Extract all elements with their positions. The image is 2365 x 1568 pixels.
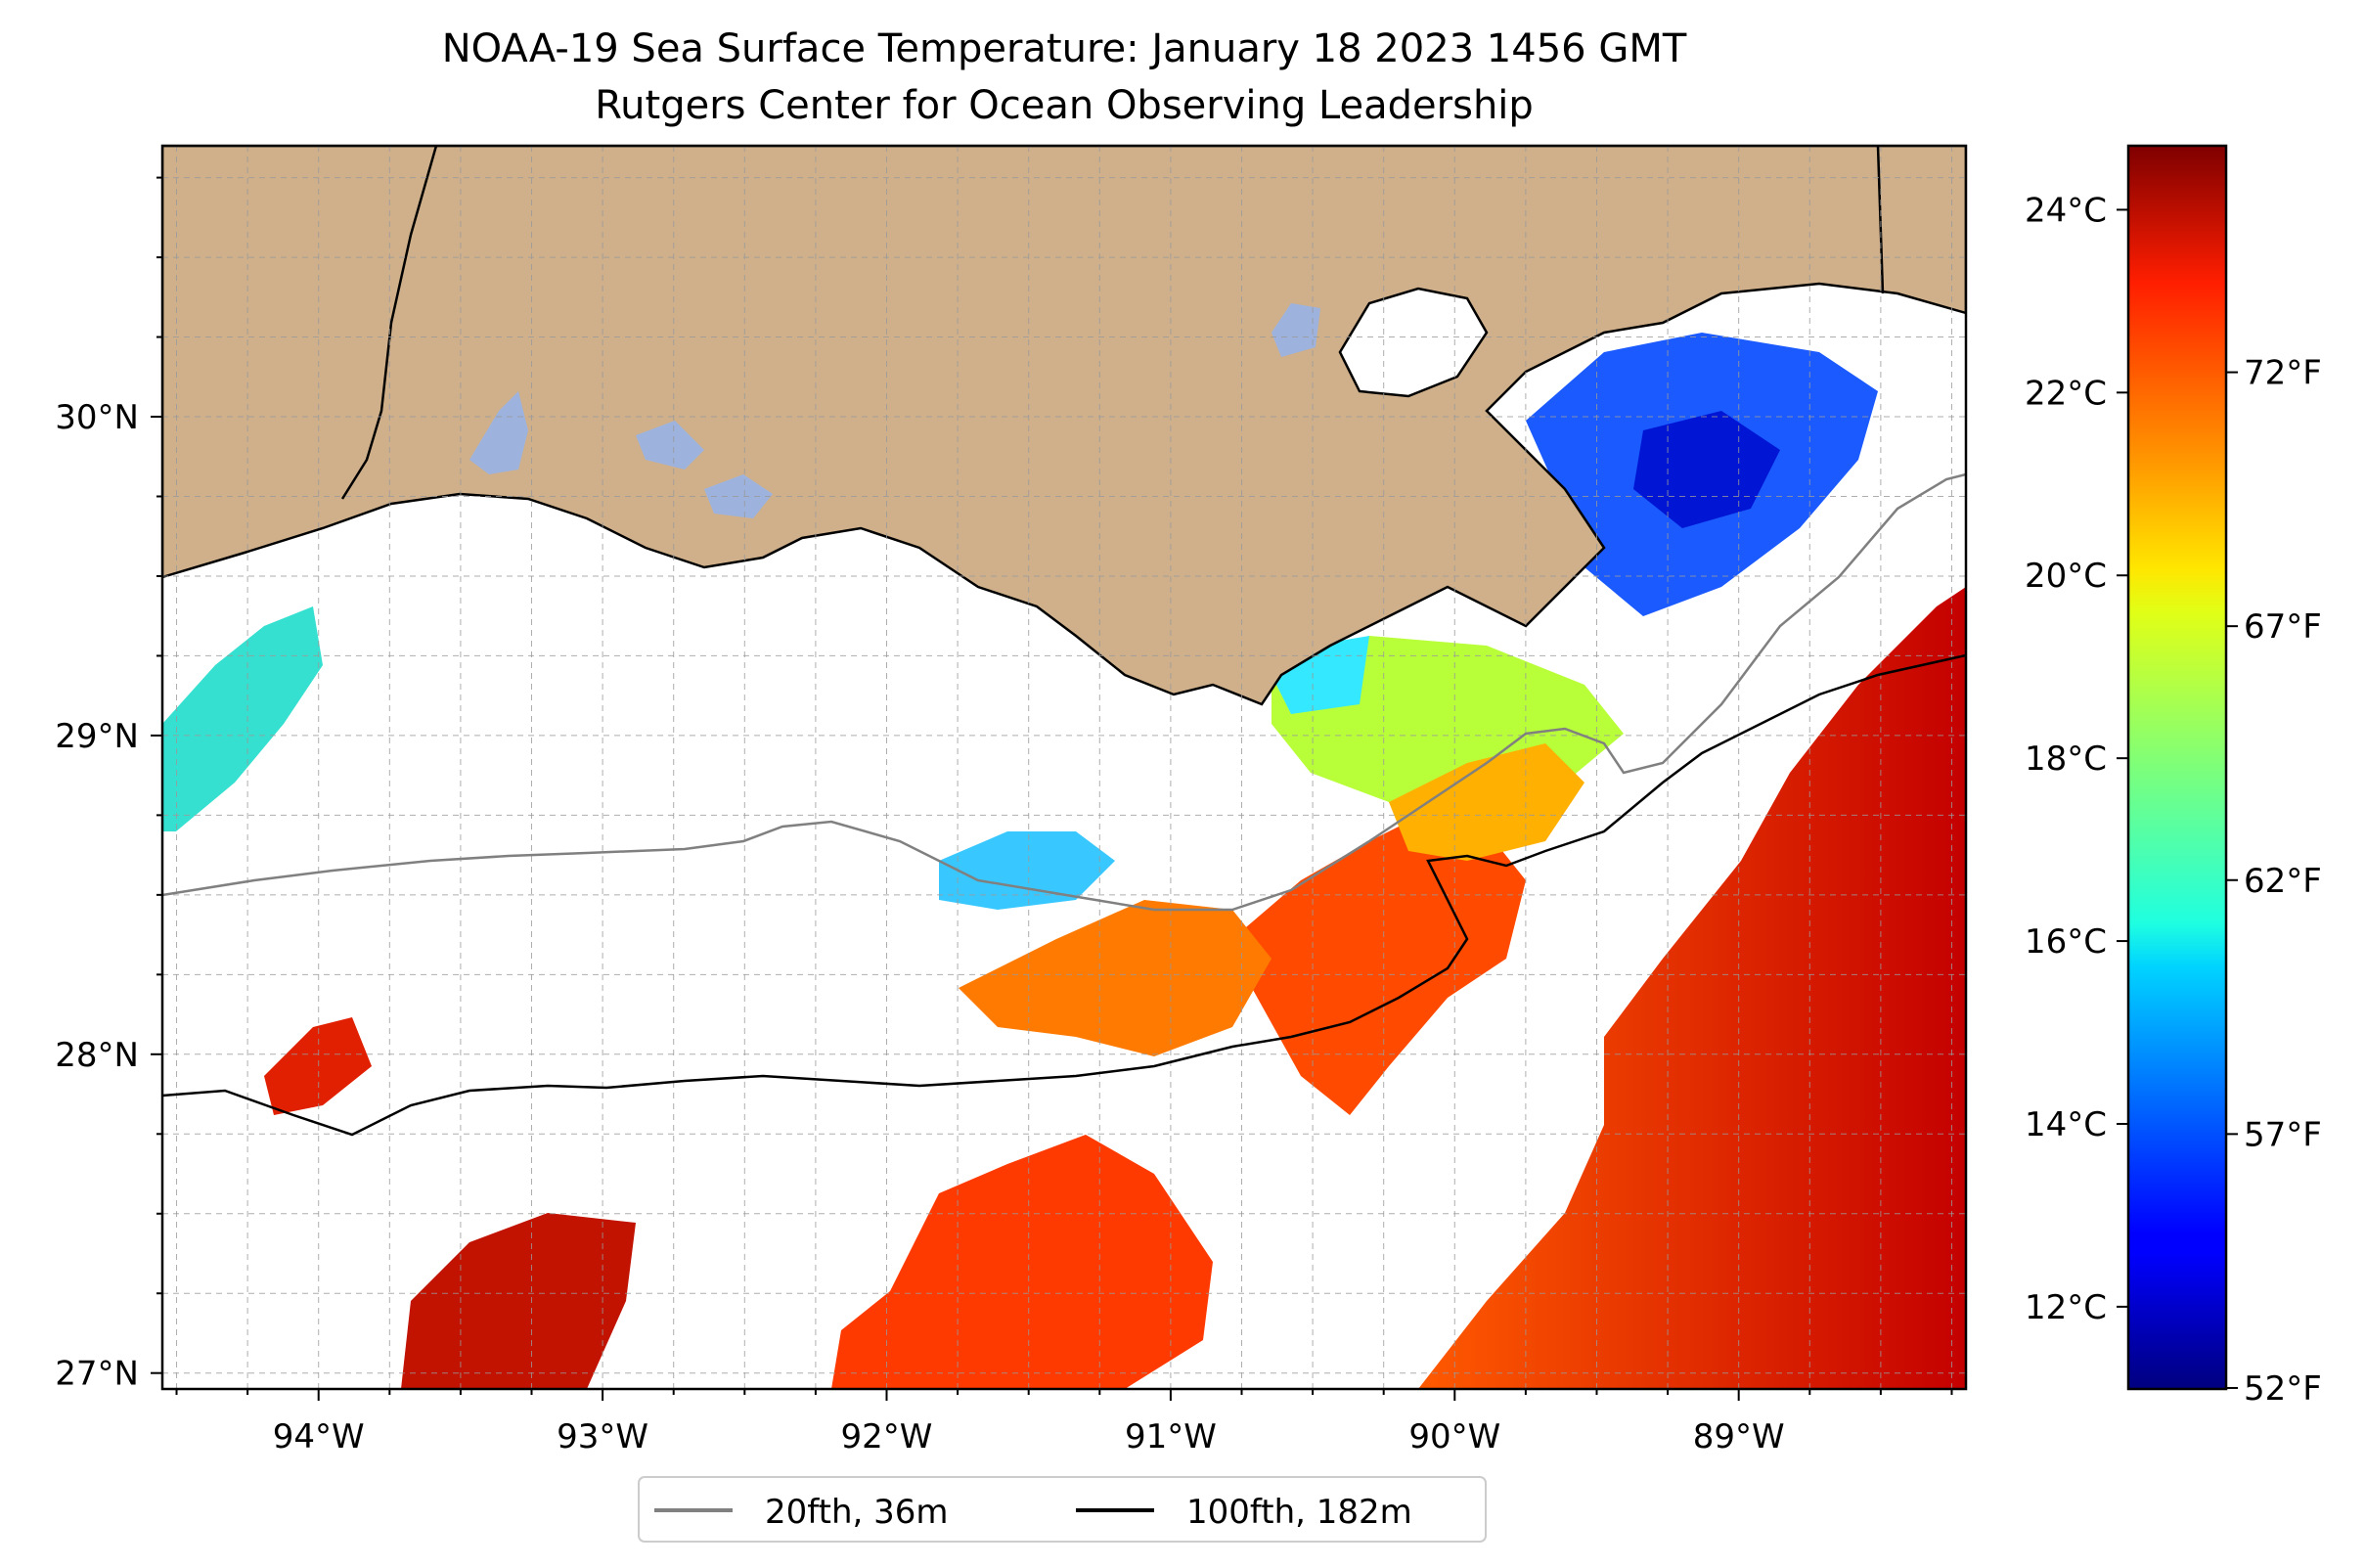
fahrenheit-tick-label: 67°F [2244, 607, 2322, 647]
map-frame [160, 144, 1968, 1391]
inland-lake-4 [1272, 303, 1320, 357]
sst-cool-central [939, 831, 1115, 910]
sst-warm-south [831, 1135, 1213, 1389]
contour-20fth [162, 472, 1966, 912]
lon-tick-label: 93°W [557, 1417, 648, 1456]
celsius-tick-label: 18°C [2025, 739, 2107, 779]
colorbar-gradient [2126, 144, 2228, 1391]
sst-cold-sound-core [1633, 411, 1780, 528]
fahrenheit-tick-label: 57°F [2244, 1115, 2322, 1154]
fahrenheit-tick-label: 62°F [2244, 862, 2322, 901]
celsius-tick-label: 12°C [2025, 1288, 2107, 1327]
inland-lake-2 [636, 421, 704, 470]
fahrenheit-tick-label: 72°F [2244, 354, 2322, 393]
lon-tick-label: 94°W [273, 1417, 365, 1456]
legend-box [638, 1476, 1487, 1543]
fahrenheit-tick-label: 52°F [2244, 1369, 2322, 1409]
title-line-1: NOAA-19 Sea Surface Temperature: January… [442, 26, 1687, 71]
contour-100fth [162, 653, 1966, 1137]
legend-label-20fth: 20fth, 36m [765, 1493, 949, 1532]
title-line-2: Rutgers Center for Ocean Observing Leade… [595, 83, 1534, 128]
celsius-tick-label: 14°C [2025, 1105, 2107, 1144]
map-panel [162, 146, 1966, 1389]
lat-tick-label: 28°N [55, 1036, 139, 1075]
state-boundary [1876, 146, 1885, 294]
sst-warm-shelf [959, 900, 1272, 1056]
lat-tick-label: 27°N [55, 1355, 139, 1394]
lat-tick-label: 30°N [55, 398, 139, 437]
sst-data-layer [162, 333, 1966, 1389]
lake-pontchartrain [1338, 287, 1489, 398]
lat-tick-label: 29°N [55, 717, 139, 756]
legend-label-100fth: 100fth, 182m [1186, 1493, 1412, 1532]
legend: 20fth, 36m 100fth, 182m [638, 1476, 1487, 1543]
lon-tick-label: 89°W [1693, 1417, 1785, 1456]
sst-warm-east [1418, 587, 1966, 1389]
colorbar: 12°C 14°C 16°C 18°C 20°C 22°C 24°C 52°F 57°F 62°… [2025, 144, 2322, 1409]
sst-mid-band [1389, 743, 1584, 861]
sst-cool-west [162, 606, 323, 831]
celsius-tick-label: 20°C [2025, 557, 2107, 596]
sst-warm-west-patch [264, 1017, 372, 1115]
longitude-axis: 94°W 93°W 92°W 91°W 90°W 89°W [175, 1389, 1953, 1456]
lon-tick-label: 91°W [1125, 1417, 1217, 1456]
celsius-tick-label: 22°C [2025, 374, 2107, 413]
river-outline [340, 146, 438, 500]
sst-warm-central [1232, 812, 1526, 1115]
latitude-axis: 27°N 28°N 29°N 30°N [55, 176, 162, 1394]
inland-lake-1 [469, 391, 528, 474]
lon-tick-label: 90°W [1408, 1417, 1500, 1456]
sst-warm-southwest [401, 1213, 636, 1389]
gridlines [162, 146, 1966, 1389]
lon-tick-label: 92°W [841, 1417, 933, 1456]
sst-cool-delta [1272, 636, 1369, 714]
colorbar-celsius-axis: 12°C 14°C 16°C 18°C 20°C 22°C 24°C [2025, 191, 2128, 1327]
land-mass [162, 146, 1966, 706]
celsius-tick-label: 16°C [2025, 922, 2107, 962]
celsius-tick-label: 24°C [2025, 191, 2107, 230]
colorbar-fahrenheit-axis: 52°F 57°F 62°F 67°F 72°F [2226, 354, 2322, 1409]
